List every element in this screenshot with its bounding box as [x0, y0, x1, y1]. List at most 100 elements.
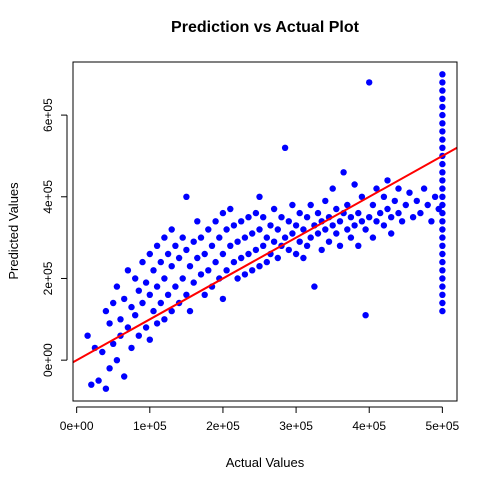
data-point	[113, 357, 121, 364]
data-point	[117, 316, 124, 323]
data-point	[439, 169, 446, 176]
data-point	[168, 226, 175, 233]
data-point	[256, 263, 263, 270]
data-point	[146, 250, 153, 258]
data-point	[384, 177, 391, 184]
data-point	[281, 234, 289, 241]
data-point	[322, 226, 329, 233]
data-point	[424, 201, 431, 209]
data-point	[161, 234, 168, 241]
data-point	[300, 226, 307, 233]
data-point	[267, 222, 274, 229]
data-point	[358, 218, 366, 225]
data-point	[260, 242, 267, 249]
y-tick-label: 4e+05	[41, 180, 55, 214]
data-point	[245, 214, 252, 221]
data-point	[296, 209, 303, 217]
reference-line-segment	[72, 146, 458, 364]
data-point	[439, 103, 446, 111]
data-point	[99, 348, 106, 356]
data-point	[172, 242, 179, 249]
data-point	[197, 234, 205, 241]
data-point	[186, 307, 194, 315]
data-point	[439, 226, 446, 233]
data-point	[285, 246, 292, 254]
data-point	[311, 283, 318, 290]
data-point	[212, 258, 219, 266]
data-point	[388, 230, 395, 237]
data-point	[329, 185, 336, 192]
data-point	[102, 385, 110, 392]
x-tick-label: 3e+05	[279, 419, 313, 433]
data-point	[245, 250, 252, 258]
data-point	[157, 299, 164, 307]
data-point	[175, 254, 183, 262]
y-tick-label: 6e+05	[41, 98, 55, 132]
data-point	[439, 128, 446, 135]
data-point	[398, 218, 406, 225]
x-tick-label: 0e+00	[60, 419, 94, 433]
data-point	[439, 185, 446, 192]
data-point	[234, 275, 241, 282]
data-point	[289, 201, 296, 209]
data-point	[135, 287, 142, 294]
data-point	[238, 254, 245, 262]
data-point	[336, 218, 344, 225]
data-point	[340, 169, 347, 176]
data-point	[186, 263, 194, 270]
data-point	[388, 214, 395, 221]
data-point	[329, 222, 336, 229]
data-point	[347, 214, 355, 221]
data-point	[219, 250, 227, 258]
data-point	[428, 218, 435, 225]
data-point	[135, 332, 142, 339]
data-point	[344, 226, 351, 233]
data-point	[439, 242, 446, 249]
data-point	[227, 242, 234, 249]
data-points	[84, 71, 446, 392]
data-point	[164, 250, 172, 258]
data-point	[183, 291, 190, 298]
data-point	[439, 87, 446, 94]
data-point	[395, 209, 402, 217]
data-point	[168, 263, 175, 270]
data-point	[150, 307, 157, 315]
data-point	[362, 226, 369, 233]
data-point	[102, 307, 110, 315]
data-point	[439, 258, 446, 266]
data-point	[270, 205, 278, 213]
data-point	[223, 226, 230, 233]
data-point	[384, 205, 391, 213]
data-point	[336, 242, 344, 249]
data-point	[373, 185, 380, 192]
data-point	[139, 258, 146, 266]
data-point	[249, 267, 256, 274]
data-point	[358, 193, 366, 200]
data-point	[300, 254, 307, 262]
data-point	[216, 234, 223, 241]
data-point	[439, 177, 446, 184]
data-point	[439, 209, 446, 217]
data-point	[84, 332, 91, 339]
data-point	[439, 291, 446, 298]
data-point	[153, 242, 161, 249]
data-point	[439, 218, 446, 225]
data-point	[439, 267, 446, 274]
data-point	[439, 144, 446, 151]
data-point	[88, 381, 95, 388]
data-point	[121, 295, 128, 303]
data-point	[128, 303, 135, 311]
data-point	[157, 258, 164, 266]
data-point	[439, 307, 446, 315]
data-point	[439, 193, 446, 200]
data-point	[110, 299, 117, 307]
data-point	[132, 312, 139, 319]
x-axis-label: Actual Values	[226, 455, 305, 470]
data-point	[391, 197, 398, 205]
data-point	[325, 238, 333, 245]
data-point	[153, 283, 161, 290]
data-point	[355, 209, 362, 217]
data-point	[413, 197, 420, 205]
data-point	[212, 218, 219, 225]
data-point	[314, 209, 322, 217]
